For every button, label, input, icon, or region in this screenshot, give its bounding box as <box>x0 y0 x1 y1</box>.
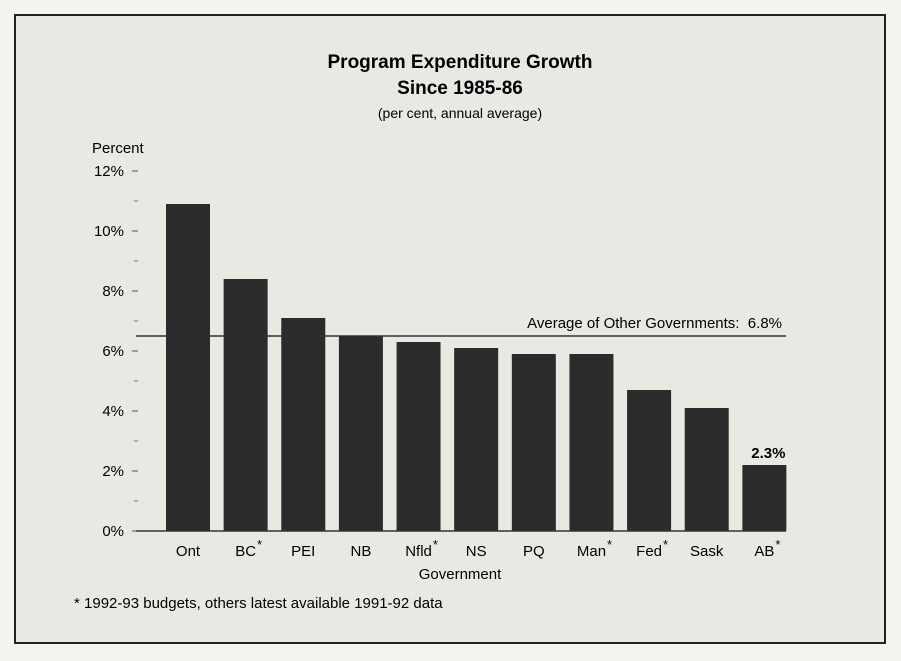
x-tick-label: NB <box>350 543 371 560</box>
y-tick-label: 4% <box>102 403 124 420</box>
x-tick-label: AB <box>754 543 774 560</box>
bar-sask <box>684 408 729 531</box>
chart-subtitle: (per cent, annual average) <box>378 105 542 121</box>
y-tick-label: 0% <box>102 523 124 540</box>
bar-ns <box>454 348 499 531</box>
x-tick-star: * <box>607 537 612 552</box>
ab-data-label: 2.3% <box>751 445 785 462</box>
x-tick-label: Nfld <box>405 543 432 560</box>
x-tick-label: Ont <box>176 543 201 560</box>
bar-nb <box>338 336 383 531</box>
x-axis-labels: Ont BC * PEI NB Nfld * NS PQ Man * Fed * Sask AB * <box>176 537 781 560</box>
y-tick-label: 12% <box>94 163 124 180</box>
x-tick-star: * <box>775 537 780 552</box>
chart-title-line1: Program Expenditure Growth <box>328 52 593 73</box>
chart-frame: Program Expenditure Growth Since 1985-86… <box>14 14 886 644</box>
x-axis-title: Government <box>419 566 502 583</box>
bar-chart: Program Expenditure Growth Since 1985-86… <box>74 52 787 612</box>
bar-pei <box>281 318 326 531</box>
x-tick-label: Fed <box>636 543 662 560</box>
footnote: * 1992-93 budgets, others latest availab… <box>74 595 443 612</box>
x-tick-star: * <box>433 537 438 552</box>
average-reference-label: Average of Other Governments: 6.8% <box>527 315 782 332</box>
y-axis-ticks: 0% 2% 4% 6% 8% 10% 12% <box>94 163 138 540</box>
chart-title-line2: Since 1985-86 <box>397 78 523 99</box>
x-tick-label: PQ <box>523 543 545 560</box>
x-tick-label: Sask <box>690 543 724 560</box>
bar-nfld <box>396 342 441 531</box>
bar-pq <box>511 354 556 531</box>
bar-bc <box>223 279 268 531</box>
x-tick-label: PEI <box>291 543 315 560</box>
bar-man <box>569 354 614 531</box>
y-axis-label: Percent <box>92 140 145 157</box>
bar-ab <box>742 465 787 531</box>
x-tick-star: * <box>257 537 262 552</box>
y-tick-label: 10% <box>94 223 124 240</box>
bar-ont <box>166 204 210 531</box>
x-tick-label: NS <box>466 543 487 560</box>
y-tick-label: 6% <box>102 343 124 360</box>
bars <box>166 204 787 531</box>
x-tick-star: * <box>663 537 668 552</box>
x-tick-label: BC <box>235 543 256 560</box>
y-tick-label: 8% <box>102 283 124 300</box>
y-tick-label: 2% <box>102 463 124 480</box>
x-tick-label: Man <box>577 543 606 560</box>
bar-fed <box>627 390 672 531</box>
